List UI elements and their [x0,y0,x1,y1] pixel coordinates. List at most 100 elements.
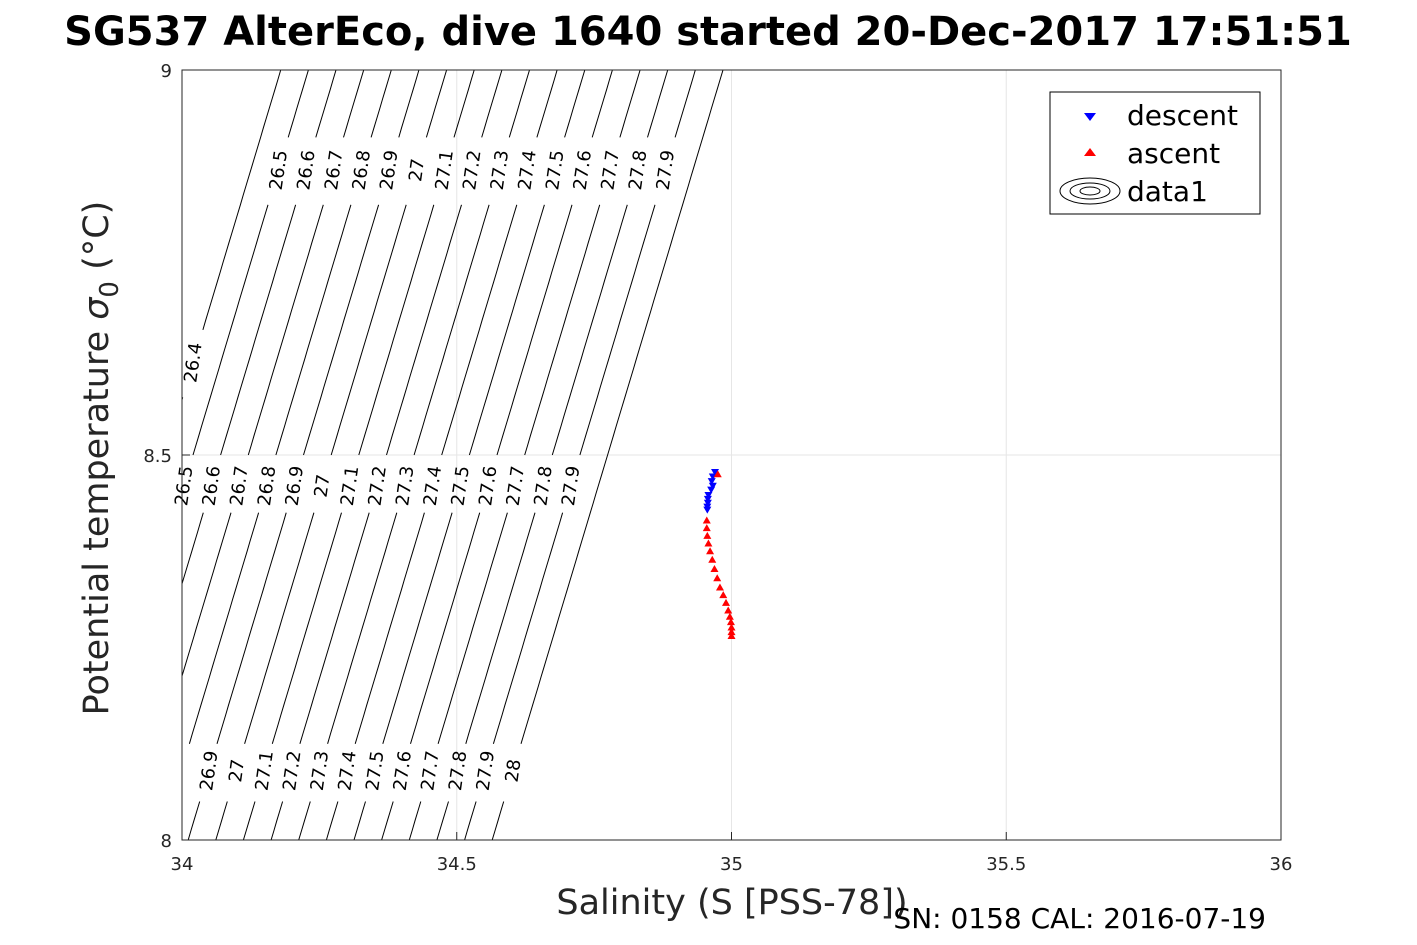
y-axis-label-unit: (°C) [77,201,117,281]
isopycnal-line [182,512,232,678]
isopycnal-line [524,204,601,456]
data-point-ascent [727,628,736,636]
y-axis-label-subscript: 0 [95,281,125,298]
legend: descent ascent data1 [1049,91,1261,215]
isopycnal-line [325,801,339,840]
data-point-ascent [706,547,715,555]
contour-label: 27 [225,758,249,784]
legend-box [1049,91,1261,215]
y-tick-label: 9 [161,61,172,82]
isopycnal-line [410,512,481,744]
isopycnal-line [244,512,315,744]
x-tick-label: 36 [1270,854,1293,875]
data-point-descent [708,482,717,490]
data-point-ascent [725,612,734,620]
isopycnal-line [441,204,518,456]
isopycnal-line [491,801,505,840]
y-tick-label: 8 [161,831,172,852]
isopycnal-line [436,801,449,840]
isopycnal-line [187,801,201,840]
isopycnal-line [425,70,448,138]
contour-label: 28 [502,758,526,784]
isopycnal-line [437,512,508,744]
x-tick-label: 35.5 [986,854,1026,875]
legend-label-descent: descent [1127,99,1238,132]
isopycnal-line [315,70,337,138]
x-tick-label: 35 [720,854,743,875]
data-point-descent [703,495,712,503]
isopycnal-line [386,204,462,456]
data-point-descent [707,486,716,494]
axis-ticks: 34 34.5 35 35.5 36 8 8.5 9 [143,61,1292,875]
isopycnal-line [192,204,269,456]
data-point-descent [711,468,720,476]
isopycnal-line [330,204,407,456]
legend-label-data1: data1 [1127,175,1208,208]
data-point-ascent [726,618,735,626]
isopycnal-line [188,512,260,744]
grid-lines [182,70,1281,840]
isopycnal-line [299,512,370,744]
isopycnal-line [247,204,324,456]
data-point-ascent [715,583,724,591]
isopycnal-line [551,204,628,456]
data-points [702,468,736,639]
isopycnal-line [216,512,287,744]
isopycnal-contours [182,70,724,840]
isopycnal-line [398,70,420,138]
isopycnal-line [647,70,669,138]
x-tick-label: 34.5 [437,854,477,875]
isopycnal-line [453,70,475,138]
data-point-descent [704,492,713,500]
isopycnal-line [591,70,613,138]
data-point-ascent [713,470,722,478]
contour-label: 27 [311,473,335,499]
isopycnal-line [468,204,545,456]
data-point-ascent [722,598,731,606]
data-point-ascent [704,539,713,547]
isopycnal-line [287,70,309,138]
y-axis-label-sigma: σ [77,296,117,320]
isopycnal-line [271,512,342,744]
x-tick-label: 34 [171,854,194,875]
isopycnal-line [202,70,282,331]
data-point-ascent [702,524,711,532]
data-point-descent [703,506,712,514]
x-axis-label: Salinity (S [PSS-78]) [556,883,907,923]
isopycnal-line [481,70,503,138]
data-point-ascent [713,574,722,582]
data-point-ascent [710,564,719,572]
isopycnal-line [381,801,394,840]
legend-contour-icon [1059,177,1121,205]
isopycnal-line [465,512,536,744]
isopycnal-line [579,204,656,456]
isopycnal-line [353,801,366,840]
isopycnal-line [270,801,284,840]
isopycnal-line [382,512,453,744]
data-point-descent [708,473,717,481]
data-point-ascent [703,531,712,539]
isopycnal-line [343,70,365,138]
isopycnal-line [492,512,564,744]
y-axis-label: Potential temperature σ0 (°C) [77,201,125,716]
isopycnal-line [275,204,352,456]
isopycnal-line [220,204,297,456]
data-point-ascent [702,516,711,524]
isopycnal-line [242,801,256,840]
isopycnal-line [536,70,558,138]
data-point-ascent [719,591,728,599]
chart-title: SG537 AlterEco, dive 1640 started 20-Dec… [64,9,1352,55]
data-point-ascent [708,555,717,563]
isopycnal-line [496,204,573,456]
y-tick-label: 8.5 [143,446,172,467]
y-axis-label-main: Potential temperature [77,320,117,716]
legend-marker-ascent [1084,148,1096,156]
legend-marker-descent [1084,113,1096,121]
data-point-descent [707,478,716,486]
data-point-ascent [727,631,736,639]
isopycnal-line [370,70,392,138]
contour-label: 27 [405,157,429,183]
isopycnal-line [182,512,204,586]
isopycnal-line [354,512,425,744]
